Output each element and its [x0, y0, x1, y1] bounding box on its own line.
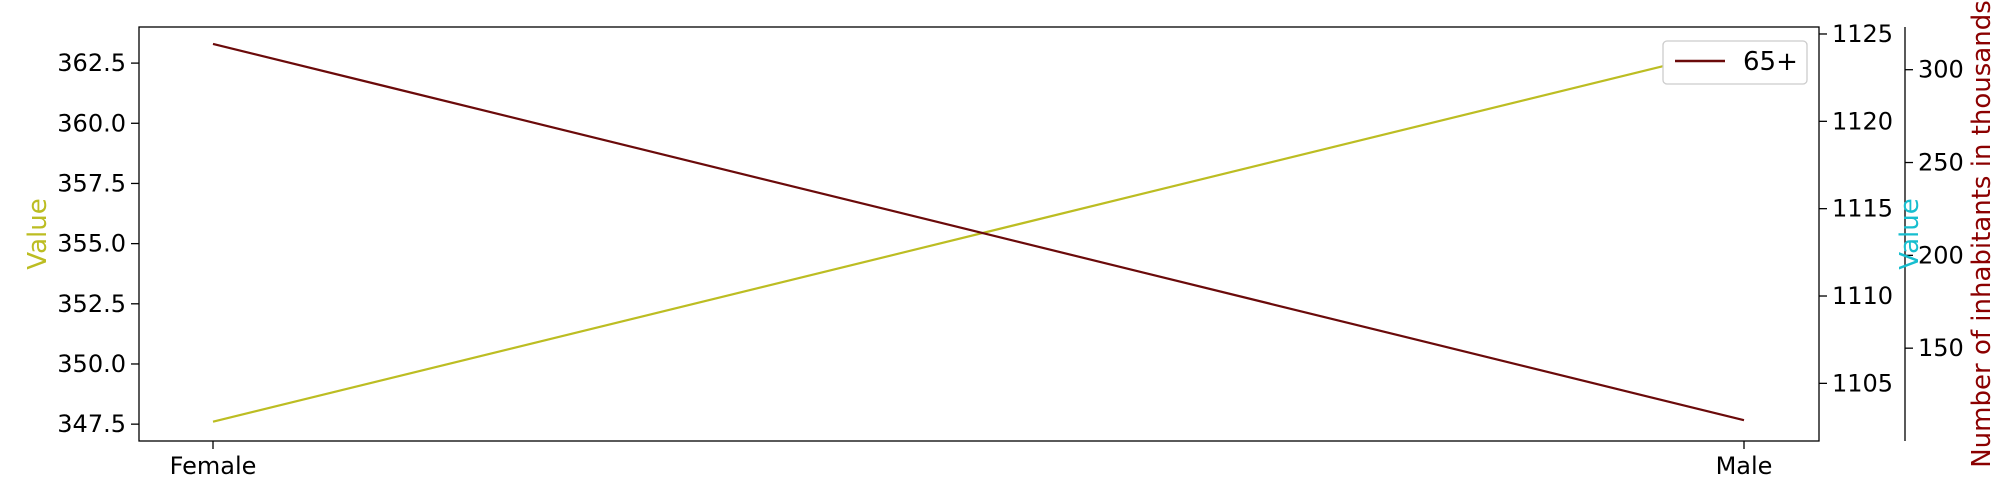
right-axis-2-tick-label: 300 [1918, 56, 1964, 84]
left-axis-tick-label: 347.5 [57, 410, 126, 438]
right-axis-1-tick-label: 1115 [1832, 195, 1893, 223]
left-axis-tick-label: 362.5 [57, 49, 126, 77]
right-axis-1-tick-label: 1120 [1832, 107, 1893, 135]
right-axis-2-tick-label: 150 [1918, 334, 1964, 362]
left-axis-tick-label: 352.5 [57, 290, 126, 318]
legend: 65+ [1662, 40, 1808, 85]
legend-box [1662, 40, 1808, 85]
x-axis-tick-label: Male [1716, 452, 1773, 480]
legend-label-65-plus: 65+ [1743, 47, 1798, 77]
right-axis-1-tick-label: 1105 [1832, 369, 1893, 397]
right-axis-2-title: Number of inhabitants in thousands [1967, 0, 1997, 468]
series-line-left [212, 45, 1745, 423]
right-axis-1-title: Value [1895, 198, 1925, 269]
left-axis-tick-label: 350.0 [57, 350, 126, 378]
x-axis-ticks: Female Male [170, 441, 1773, 480]
right-axis-1-tick-label: 1125 [1832, 20, 1893, 48]
left-axis-tick-label: 355.0 [57, 230, 126, 258]
right-axis-2-tick-label: 250 [1918, 149, 1964, 177]
right-axis-1-ticks: 1105 1110 1115 1120 1125 [1819, 20, 1893, 397]
left-axis-ticks: 347.5 350.0 352.5 355.0 357.5 360.0 362.5 [57, 49, 139, 438]
x-axis-tick-label: Female [170, 452, 257, 480]
left-axis-tick-label: 357.5 [57, 169, 126, 197]
series-lines [212, 42, 1745, 423]
left-axis-title: Value [23, 198, 53, 269]
right-axis-1-tick-label: 1110 [1832, 282, 1893, 310]
right-axis-2-tick-label: 200 [1918, 241, 1964, 269]
left-axis-tick-label: 360.0 [57, 109, 126, 137]
right-axis-2-ticks: 150 200 250 300 [1905, 56, 1964, 362]
series-line-65-plus [212, 42, 1745, 422]
